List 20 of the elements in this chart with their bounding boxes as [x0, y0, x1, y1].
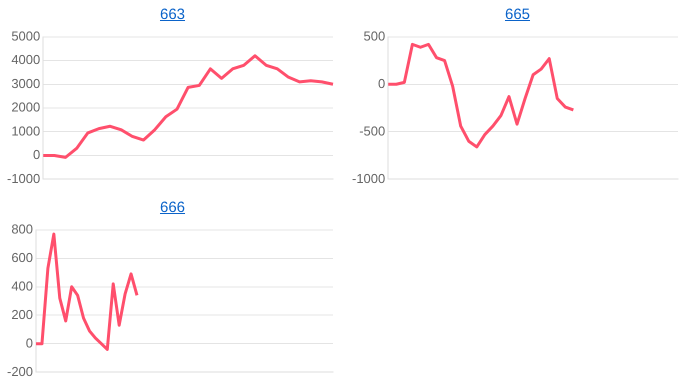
y-tick-label: -200 — [6, 364, 34, 379]
y-tick-label: 200 — [11, 306, 34, 322]
y-tick-label: 600 — [11, 250, 34, 265]
y-tick-label: 3000 — [11, 76, 40, 91]
chart-title: 666 — [160, 199, 186, 216]
y-tick-label: 0 — [33, 147, 40, 162]
y-tick-label: 4000 — [11, 52, 40, 68]
y-tick-label: 500 — [364, 28, 386, 44]
y-tick-label: 1000 — [11, 123, 40, 138]
y-tick-label: -1000 — [7, 170, 40, 186]
y-tick-label: 800 — [11, 221, 34, 236]
y-tick-label: -1000 — [352, 170, 386, 186]
y-tick-label: 0 — [378, 76, 386, 91]
chart-title: 665 — [504, 6, 530, 23]
y-tick-label: 2000 — [11, 100, 40, 115]
y-tick-label: -500 — [359, 123, 386, 138]
y-tick-label: 5000 — [11, 28, 40, 44]
y-tick-label: 0 — [26, 335, 34, 350]
chart-title: 663 — [160, 6, 186, 23]
y-tick-label: 400 — [11, 278, 34, 294]
